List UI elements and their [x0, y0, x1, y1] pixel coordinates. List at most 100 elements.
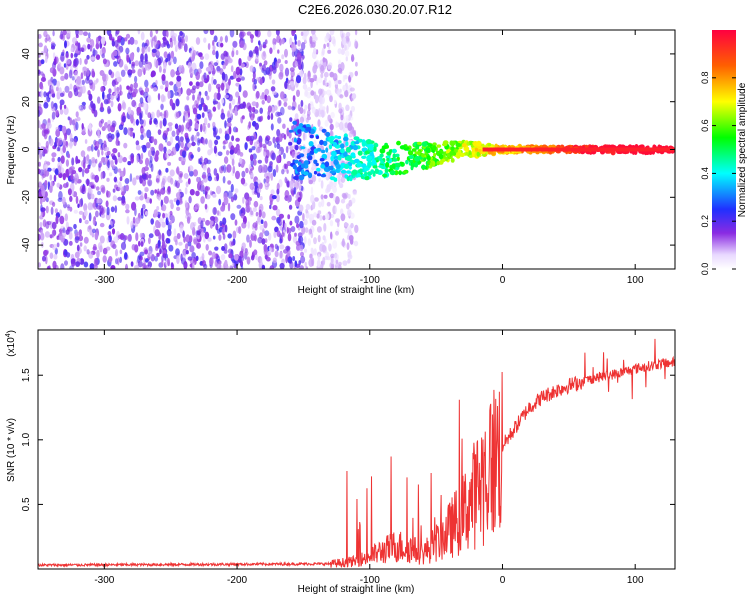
spectrogram-cell: [184, 105, 189, 112]
spectrogram-cell: [159, 248, 162, 255]
spectrogram-cell: [199, 81, 204, 88]
spectrogram-cell: [324, 35, 329, 43]
spectrogram-cell: [196, 113, 202, 120]
spectrogram-cell: [224, 35, 228, 43]
spectrogram-cell: [116, 38, 122, 43]
spectrogram-cell: [40, 204, 43, 213]
spectrogram-cell: [330, 129, 333, 138]
spectrogram-cell: [57, 165, 62, 175]
spectrogram-cell: [344, 228, 350, 233]
spectrogram-cell: [107, 135, 113, 143]
spectrogram-cell: [151, 39, 154, 48]
spectrogram-cell: [88, 159, 92, 167]
spectrogram-cell: [132, 216, 136, 224]
spectrogram-cell: [320, 73, 324, 79]
spectrogram-cell: [296, 126, 300, 130]
spectrogram-cell: [144, 87, 150, 93]
spectrogram-cell: [68, 69, 73, 79]
spectrogram-cell: [223, 249, 228, 254]
spectrogram-cell: [44, 170, 50, 177]
spectrogram-cell: [150, 146, 155, 151]
spectrogram-cell: [185, 234, 191, 243]
spectrogram-cell: [192, 107, 198, 115]
spectrogram-cell: [216, 210, 220, 216]
spectrogram-cell: [326, 184, 331, 193]
spectrogram-cell: [212, 100, 219, 105]
spectrogram-cell: [189, 189, 195, 196]
spectrogram-cell: [213, 168, 218, 176]
spectrogram-cell: [141, 179, 147, 187]
spectrogram-cell: [158, 56, 164, 64]
spectrogram-cell: [250, 172, 254, 178]
spectrogram-cell: [111, 79, 116, 87]
spectrogram-cell: [241, 222, 247, 229]
spectrogram-cell: [122, 102, 127, 110]
spectrogram-cell: [263, 220, 268, 229]
spectrogram-cell: [251, 101, 257, 107]
spectrogram-cell: [233, 254, 239, 261]
spectrogram-cell: [124, 252, 128, 260]
spectrogram-cell: [189, 170, 194, 177]
spectrogram-cell: [81, 168, 85, 178]
spectrogram-cell: [268, 246, 272, 254]
spectrogram-cell: [127, 39, 131, 45]
spectrogram-cell: [41, 85, 44, 90]
spectrogram-cell: [144, 192, 148, 200]
spectrogram-cell: [46, 220, 52, 226]
spectrogram-cell: [151, 111, 155, 120]
spectrogram-cell: [304, 227, 309, 233]
spectrogram-cell: [256, 187, 262, 194]
spectrogram-cell: [317, 77, 323, 84]
spectrogram-cell: [39, 150, 43, 160]
spectrogram-cell: [107, 108, 112, 114]
spectrogram-cell: [149, 198, 152, 204]
spectrogram-cell: [305, 126, 312, 132]
spectrogram-cell: [217, 101, 221, 110]
chart-title: C2E6.2026.030.20.07.R12: [298, 2, 452, 17]
spectrogram-cell: [169, 169, 175, 177]
spectrogram-cell: [361, 155, 367, 159]
spectrogram-cell: [212, 49, 216, 56]
tick-label: 0.5: [21, 497, 32, 511]
spectrogram-cell: [216, 173, 220, 182]
spectrogram-cell: [353, 158, 360, 164]
spectrogram-cell: [329, 30, 335, 36]
spectrogram-cell: [379, 148, 386, 154]
spectrogram-cell: [83, 31, 88, 36]
spectrogram-cell: [301, 226, 306, 235]
spectrogram-cell: [127, 106, 132, 115]
spectrogram-cell: [100, 86, 105, 92]
spectrogram-cell: [147, 261, 152, 268]
spectrogram-cell: [291, 30, 295, 37]
spectrogram-cell: [190, 154, 194, 159]
spectrogram-cell: [246, 256, 251, 265]
spectrogram-cell: [326, 42, 330, 48]
spectrogram-cell: [345, 141, 349, 146]
spectrogram-cell: [313, 170, 318, 175]
spectrogram-cell: [135, 119, 139, 126]
spectrogram-cell: [298, 182, 302, 190]
spectrogram-cell: [88, 93, 93, 102]
spectrogram-cell: [59, 99, 65, 106]
spectrogram-cell: [158, 65, 162, 73]
spectrogram-cell: [50, 101, 55, 109]
spectrogram-cell: [128, 72, 132, 78]
spectrogram-cell: [67, 153, 71, 159]
spectrogram-cell: [267, 30, 272, 38]
spectrogram-cell: [275, 164, 279, 173]
spectrogram-cell: [44, 231, 51, 238]
spectrogram-cell: [182, 249, 187, 259]
spectrogram-cell: [196, 137, 201, 146]
spectrogram-cell: [468, 150, 472, 157]
spectrogram-cell: [78, 167, 83, 173]
spectrogram-cell: [100, 36, 106, 46]
spectrogram-cell: [301, 61, 304, 71]
spectrogram-cell: [240, 76, 245, 81]
spectrogram-cell: [300, 163, 306, 169]
spectrogram-cell: [104, 122, 109, 129]
spectrogram-cell: [155, 79, 158, 86]
colorbar-label: Normalized spectral amplitude: [737, 82, 748, 217]
spectrogram-cell: [313, 159, 318, 165]
spectrogram-cell: [193, 238, 198, 245]
spectrogram-cell: [209, 257, 214, 266]
